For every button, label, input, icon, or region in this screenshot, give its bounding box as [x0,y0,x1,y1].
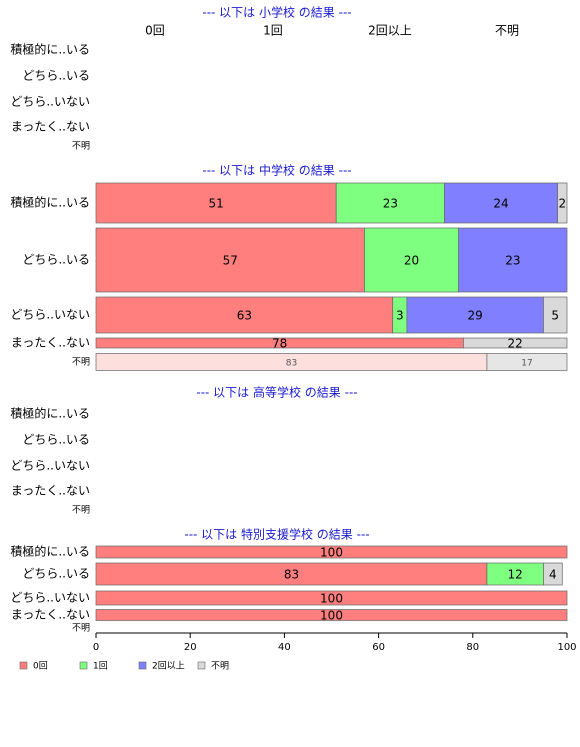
segment-label: 2 [558,197,566,211]
legend-swatch [197,661,206,670]
legend-label: 0回 [33,661,48,672]
row-label: どちら..いる [22,253,90,267]
row-label: どちら..いる [22,567,90,581]
segment-label: 4 [549,568,557,582]
row-label: どちら..いない [10,308,90,322]
segment-label: 100 [320,592,343,606]
legend-swatch [79,661,88,670]
segment-label: 12 [508,568,523,582]
bar-segment [543,562,563,586]
row-label: 不明 [72,141,90,152]
segment-label: 83 [286,359,297,369]
x-tick-label: 0 [93,642,99,653]
panel-title: --- 以下は 特別支援学校 の結果 --- [184,527,369,542]
row-label: どちら..いる [22,433,90,447]
segment-label: 17 [521,359,532,369]
segment-label: 57 [223,254,238,268]
segment-label: 20 [404,254,419,268]
row-label: 積極的に..いる [10,406,90,421]
segment-label: 63 [237,309,252,323]
segment-label: 23 [505,254,520,268]
panel-title: --- 以下は 小学校 の結果 --- [202,5,351,20]
segment-label: 23 [383,197,398,211]
bar-segment [95,609,568,621]
segment-label: 51 [208,197,223,211]
bar-segment [95,296,394,334]
column-header: 不明 [495,24,519,38]
segment-label: 78 [272,337,287,351]
segment-label: 3 [396,309,404,323]
row-label: 不明 [72,505,90,516]
segment-label: 29 [468,309,483,323]
segment-label: 100 [320,609,343,623]
bar-segment [543,296,568,334]
x-tick-label: 40 [278,642,291,653]
x-tick-label: 100 [557,642,576,653]
panel-title: --- 以下は 中学校 の結果 --- [202,163,351,178]
segment-label: 24 [493,197,508,211]
x-tick-label: 20 [184,642,197,653]
column-header: 0回 [145,24,165,38]
row-label: まったく..ない [11,608,90,622]
row-label: どちら..いない [10,459,90,473]
x-tick-label: 80 [466,642,479,653]
bar-segment [486,353,568,371]
bar-segment [95,590,568,606]
row-label: どちら..いない [10,95,90,109]
x-tick-label: 60 [372,642,385,653]
bar-segment [557,182,568,224]
row-label: 不明 [72,357,90,368]
bar-segment [406,296,544,334]
bar-segment [95,545,568,559]
row-label: 積極的に..いる [10,195,90,210]
bar-segment [444,182,558,224]
column-header: 1回 [263,24,283,38]
legend-swatch [138,661,147,670]
row-label: まったく..ない [11,336,90,350]
row-label: まったく..ない [11,484,90,498]
segment-label: 5 [551,309,559,323]
bar-segment [95,227,365,293]
segment-label: 83 [284,568,299,582]
legend-label: 2回以上 [152,661,185,672]
segment-label: 100 [320,546,343,560]
bar-segment [458,227,568,293]
row-label: 不明 [72,623,90,634]
row-label: どちら..いない [10,591,90,605]
bar-segment [335,182,445,224]
legend-label: 1回 [93,661,108,672]
legend-swatch [19,661,28,670]
bar-segment [463,337,568,349]
segment-label: 22 [508,337,523,351]
row-label: 積極的に..いる [10,544,90,559]
legend-label: 不明 [211,661,229,672]
row-label: どちら..いる [22,69,90,83]
column-header: 2回以上 [368,24,412,38]
row-label: 積極的に..いる [10,42,90,57]
panel-title: --- 以下は 高等学校 の結果 --- [196,385,357,400]
bar-segment [364,227,460,293]
row-label: まったく..ない [11,120,90,134]
bar-segment [95,182,337,224]
